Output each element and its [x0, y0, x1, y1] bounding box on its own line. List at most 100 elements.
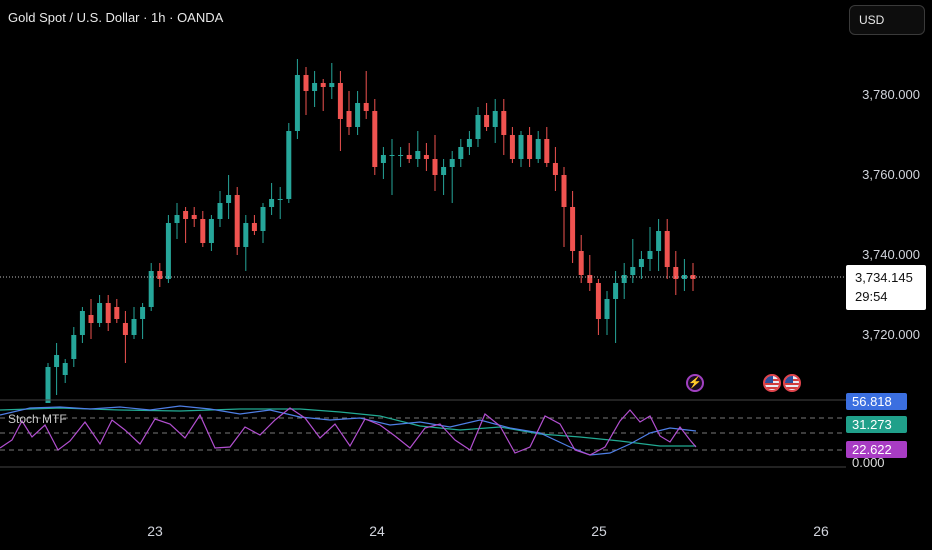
- candle-body: [595, 283, 601, 319]
- candle-body: [200, 219, 206, 243]
- candle-body: [363, 103, 369, 111]
- candle-body: [638, 259, 644, 267]
- stoch-green-value-tag: 31.273: [846, 416, 907, 433]
- candle-body: [484, 115, 490, 127]
- candle-body: [664, 231, 670, 267]
- candle-body: [122, 323, 128, 335]
- candle-body: [458, 147, 464, 159]
- time-axis-label: 25: [591, 523, 607, 539]
- candle-body: [398, 155, 404, 156]
- time-axis-label: 24: [369, 523, 385, 539]
- candle-body: [475, 115, 481, 139]
- candle-body: [234, 195, 240, 247]
- candle-body: [415, 151, 421, 159]
- candle-body: [260, 207, 266, 231]
- currency-button[interactable]: USD: [849, 5, 925, 35]
- candle-body: [423, 155, 429, 159]
- candle-body: [389, 155, 395, 156]
- last-price-value: 3,734.145: [855, 270, 913, 285]
- candles-layer: [45, 59, 696, 403]
- candle-body: [544, 139, 550, 163]
- candle-body: [380, 155, 386, 163]
- price-axis-label: 3,780.000: [862, 87, 920, 102]
- stoch-purple-line: [0, 407, 697, 456]
- stoch-zero-label: 0.000: [852, 458, 885, 467]
- candle-body: [432, 159, 438, 175]
- candle-body: [329, 83, 335, 87]
- candle-body: [346, 111, 352, 127]
- lightning-event-icon[interactable]: ⚡: [686, 374, 704, 392]
- candle-body: [140, 307, 146, 319]
- stoch-blue-line: [0, 405, 697, 456]
- symbol-title: Gold Spot / U.S. Dollar · 1h · OANDA: [8, 10, 224, 25]
- candle-body: [449, 159, 455, 167]
- price-axis-label: 3,720.000: [862, 327, 920, 342]
- candle-body: [552, 163, 558, 175]
- candle-body: [621, 275, 627, 283]
- candle-body: [647, 251, 653, 259]
- candle-body: [243, 223, 249, 247]
- candle-body: [441, 167, 447, 175]
- candle-body: [656, 231, 662, 251]
- candle-body: [71, 335, 77, 359]
- candle-body: [269, 199, 275, 207]
- candle-body: [587, 275, 593, 283]
- last-price-label: 3,734.145 29:54: [846, 265, 926, 310]
- stoch-purple-value-tag: 22.622: [846, 441, 907, 458]
- us-flag-event-icon[interactable]: [763, 374, 781, 392]
- candle-body: [174, 215, 180, 223]
- candle-body: [406, 155, 412, 159]
- candle-body: [320, 83, 326, 87]
- candle-body: [578, 251, 584, 275]
- candle-body: [294, 75, 300, 131]
- candle-body: [355, 103, 361, 127]
- candle-body: [466, 139, 472, 147]
- candle-body: [570, 207, 576, 251]
- candle-body: [630, 267, 636, 275]
- price-axis-label: 3,740.000: [862, 247, 920, 262]
- candle-body: [518, 135, 524, 159]
- candle-body: [286, 131, 292, 199]
- candle-body: [303, 75, 309, 91]
- candle-body: [208, 219, 214, 243]
- candle-body: [673, 267, 679, 279]
- candle-body: [62, 363, 68, 375]
- time-axis-label: 23: [147, 523, 163, 539]
- candle-body: [527, 135, 533, 159]
- candle-body: [337, 83, 343, 119]
- candle-body: [148, 271, 154, 307]
- stoch-blue-value-tag: 56.818: [846, 393, 907, 410]
- candle-body: [251, 223, 257, 231]
- candle-body: [312, 83, 318, 91]
- time-axis-label: 26: [813, 523, 829, 539]
- candle-body: [157, 271, 163, 279]
- candle-body: [501, 111, 507, 135]
- indicator-name[interactable]: Stoch MTF: [8, 412, 67, 426]
- candle-body: [183, 211, 189, 219]
- candle-body: [561, 175, 567, 207]
- candle-body: [131, 319, 137, 335]
- candle-body: [54, 355, 60, 367]
- candle-body: [277, 199, 283, 200]
- candle-body: [191, 215, 197, 219]
- candle-body: [509, 135, 515, 159]
- candle-body: [604, 299, 610, 319]
- candle-body: [105, 303, 111, 323]
- candle-body: [226, 195, 232, 203]
- candle-body: [217, 203, 223, 219]
- candle-body: [114, 307, 120, 319]
- bar-countdown: 29:54: [855, 289, 888, 304]
- candle-body: [45, 367, 51, 403]
- us-flag-event-icon[interactable]: [783, 374, 801, 392]
- candle-body: [165, 223, 171, 279]
- candle-body: [79, 311, 85, 335]
- stoch-green-line: [0, 407, 696, 447]
- candle-body: [372, 111, 378, 167]
- price-axis-label: 3,760.000: [862, 167, 920, 182]
- candle-body: [88, 315, 94, 323]
- candle-body: [492, 111, 498, 127]
- candle-body: [535, 139, 541, 159]
- candle-body: [613, 283, 619, 299]
- candle-body: [97, 303, 103, 323]
